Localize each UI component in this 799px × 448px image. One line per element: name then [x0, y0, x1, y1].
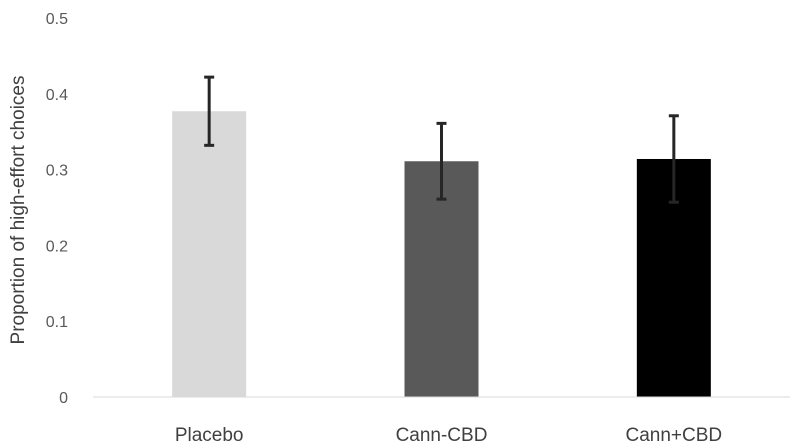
y-tick-label: 0.3 [46, 163, 68, 180]
x-tick-label: Cann+CBD [626, 425, 723, 446]
y-tick-label: 0.4 [46, 87, 68, 104]
error-bar [668, 114, 679, 204]
y-tick-label: 0.1 [46, 314, 68, 331]
x-tick-label: Cann-CBD [396, 425, 488, 446]
error-bar [204, 75, 215, 147]
x-axis-labels: Placebo Cann-CBD Cann+CBD [175, 425, 722, 446]
bar-placebo [172, 111, 247, 397]
error-bar [436, 121, 447, 201]
x-tick-label: Placebo [175, 425, 244, 446]
bars [172, 111, 711, 397]
y-axis-title: Proportion of high-effort choices [8, 76, 29, 345]
error-bars [204, 75, 679, 204]
y-axis-ticks: 0 0.1 0.2 0.3 0.4 0.5 [46, 11, 68, 407]
y-tick-label: 0.5 [46, 11, 68, 28]
y-tick-label: 0.2 [46, 238, 68, 255]
y-tick-label: 0 [59, 390, 68, 407]
